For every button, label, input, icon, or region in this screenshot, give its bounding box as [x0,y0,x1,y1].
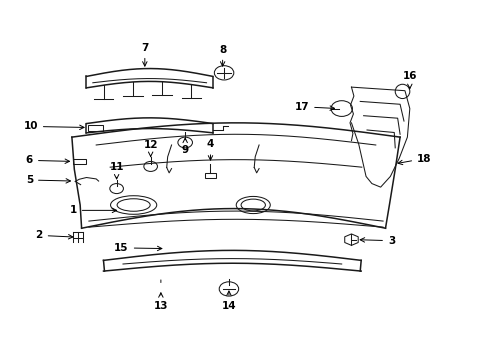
Text: 9: 9 [181,138,188,156]
Text: 18: 18 [397,154,431,165]
Text: 8: 8 [219,45,226,66]
Text: 10: 10 [23,121,84,131]
Text: 14: 14 [221,291,236,311]
Text: 15: 15 [114,243,162,253]
Text: 6: 6 [26,156,69,165]
Text: 17: 17 [294,102,334,112]
Text: 5: 5 [26,175,70,185]
Text: 12: 12 [143,140,158,157]
Text: 7: 7 [141,43,148,66]
Text: 13: 13 [153,293,168,311]
Text: 4: 4 [206,139,214,160]
Text: 16: 16 [402,71,416,89]
Text: 1: 1 [69,205,117,215]
Text: 3: 3 [360,236,394,246]
Text: 11: 11 [109,162,123,179]
Text: 2: 2 [36,230,73,240]
